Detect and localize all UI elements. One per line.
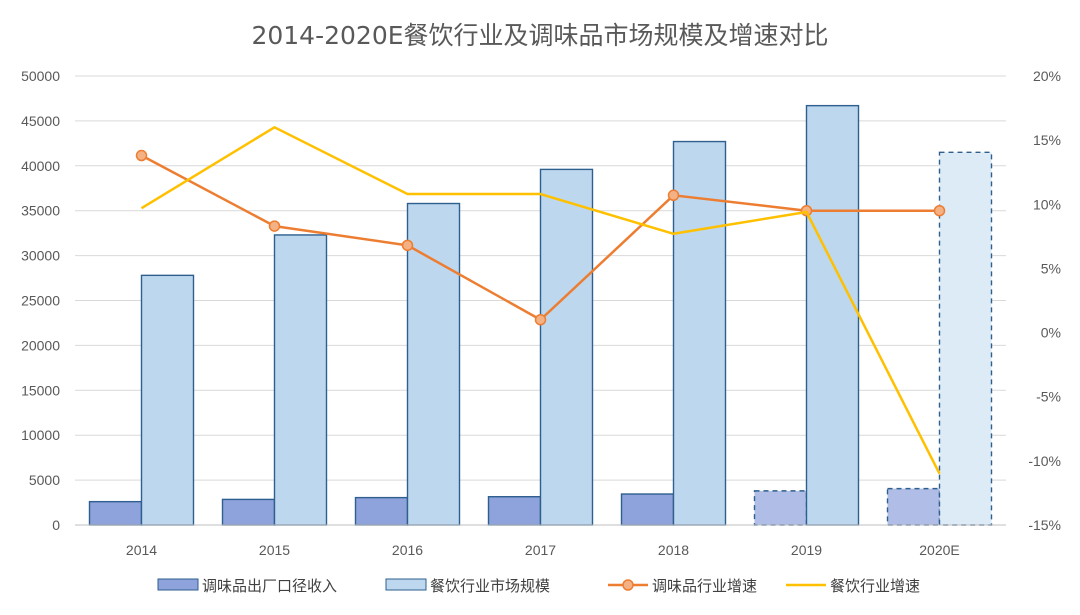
- chart-title: 2014-2020E餐饮行业及调味品市场规模及增速对比: [251, 21, 828, 50]
- x-tick-label: 2016: [392, 542, 423, 558]
- bar-seasoning-revenue-2016: [354, 496, 409, 526]
- y-left-tick-label: 50000: [21, 68, 60, 84]
- bar-catering-market-2017: [539, 168, 594, 526]
- y-left-tick-label: 25000: [21, 293, 60, 309]
- y-left-tick-label: 0: [52, 517, 60, 533]
- bar-seasoning-revenue-2014: [88, 500, 143, 526]
- y-right-tick-label: -15%: [1028, 517, 1061, 533]
- axes-layer: 0 5000 10000 15000 20000 25000 30000 35000 40000…: [21, 68, 1061, 558]
- line-catering-growth: [140, 126, 941, 475]
- y-left-tick-label: 45000: [21, 113, 60, 129]
- y-right-tick-label: -10%: [1028, 453, 1061, 469]
- x-tick-label: 2020E: [919, 542, 959, 558]
- legend-swatch-0: [157, 578, 199, 591]
- y-right-tick-label: 10%: [1033, 196, 1061, 212]
- legend-label-2: 调味品行业增速: [652, 577, 757, 595]
- y-left-tick-label: 5000: [29, 472, 60, 488]
- bar-catering-market-2016: [406, 202, 461, 526]
- legend: 调味品出厂口径收入 餐饮行业市场规模 调味品行业增速 餐饮行业增速: [157, 577, 920, 595]
- y-right-tick-label: 20%: [1033, 68, 1061, 84]
- legend-label-1: 餐饮行业市场规模: [430, 577, 550, 595]
- legend-marker-2: [622, 579, 634, 591]
- y-left-tick-label: 15000: [21, 382, 60, 398]
- bar-catering-market-2014: [140, 274, 195, 526]
- y-left-tick-label: 20000: [21, 337, 60, 353]
- x-tick-label: 2019: [791, 542, 822, 558]
- y-left-tick-label: 30000: [21, 248, 60, 264]
- point-seasoning-growth-2020E: [933, 204, 946, 217]
- y-right-tick-label: 0%: [1041, 325, 1061, 341]
- y-left-tick-label: 10000: [21, 427, 60, 443]
- point-seasoning-growth-2016: [401, 239, 414, 252]
- bar-catering-market-2020E: [938, 151, 993, 526]
- bar-seasoning-revenue-2020E: [886, 487, 941, 526]
- lines-layer: [135, 126, 946, 475]
- point-seasoning-growth-2017: [534, 313, 547, 326]
- y-right-tick-label: 5%: [1041, 260, 1061, 276]
- x-tick-label: 2015: [259, 542, 290, 558]
- y-right-tick-label: 15%: [1033, 132, 1061, 148]
- bar-catering-market-2015: [273, 234, 328, 526]
- legend-swatch-1: [385, 578, 427, 591]
- point-seasoning-growth-2014: [135, 149, 148, 162]
- bar-seasoning-revenue-2018: [620, 493, 675, 526]
- x-tick-label: 2017: [525, 542, 556, 558]
- legend-label-3: 餐饮行业增速: [830, 577, 920, 595]
- y-left-tick-label: 40000: [21, 158, 60, 174]
- bar-catering-market-2018: [672, 140, 727, 526]
- point-seasoning-growth-2015: [268, 220, 281, 232]
- bar-catering-market-2019: [805, 104, 860, 526]
- bar-seasoning-revenue-2017: [487, 496, 542, 526]
- x-tick-label: 2014: [126, 542, 157, 558]
- bars-layer: [88, 104, 993, 526]
- legend-label-0: 调味品出厂口径收入: [202, 577, 337, 595]
- y-right-tick-label: -5%: [1036, 389, 1061, 405]
- point-seasoning-growth-2018: [667, 189, 680, 202]
- bar-seasoning-revenue-2015: [221, 498, 276, 526]
- bar-seasoning-revenue-2019: [753, 490, 808, 526]
- y-left-tick-label: 35000: [21, 203, 60, 219]
- x-tick-label: 2018: [658, 542, 689, 558]
